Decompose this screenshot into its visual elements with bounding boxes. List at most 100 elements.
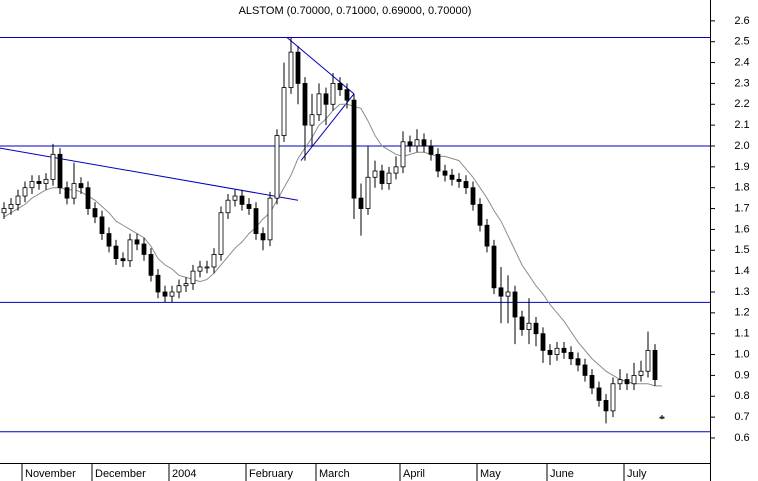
y-tick-label: 2.6 bbox=[734, 15, 749, 27]
candle-body bbox=[358, 197, 364, 209]
candle-body bbox=[344, 89, 350, 101]
candle-body bbox=[176, 285, 182, 293]
candle-body bbox=[302, 83, 308, 126]
candle-body bbox=[652, 349, 658, 380]
candle-body bbox=[78, 183, 84, 189]
y-tick-label: 2.3 bbox=[734, 77, 749, 89]
x-tick-label: May bbox=[480, 468, 501, 480]
x-tick-label: February bbox=[249, 468, 294, 480]
y-tick-label: 2.0 bbox=[734, 140, 749, 152]
candle-body bbox=[148, 254, 154, 276]
candle-body bbox=[589, 375, 595, 389]
candle-body bbox=[225, 199, 231, 214]
candle-body bbox=[610, 383, 616, 412]
candle-body bbox=[309, 114, 315, 126]
candle-body bbox=[526, 322, 532, 330]
candle-body bbox=[50, 153, 56, 180]
candle-body bbox=[400, 141, 406, 168]
candle-body bbox=[491, 245, 497, 289]
y-tick-label: 1.4 bbox=[734, 265, 749, 277]
y-tick-label: 2.1 bbox=[734, 119, 749, 131]
candle-body bbox=[239, 195, 245, 205]
candle-body bbox=[113, 245, 119, 260]
candle-body bbox=[554, 347, 560, 355]
candle-body bbox=[183, 283, 189, 287]
candle-body bbox=[323, 93, 329, 105]
candle-body bbox=[470, 187, 476, 205]
trend-line bbox=[300, 93, 355, 161]
candle-body bbox=[505, 291, 511, 297]
candle-body bbox=[379, 170, 385, 184]
candle-body bbox=[568, 352, 574, 360]
candle-body bbox=[8, 203, 14, 209]
candle-body bbox=[29, 181, 35, 189]
candle-body bbox=[57, 153, 63, 189]
candle-body bbox=[141, 243, 147, 255]
candle-body bbox=[267, 197, 273, 241]
candle-body bbox=[316, 93, 322, 116]
candle-body bbox=[596, 387, 602, 401]
candle-body bbox=[120, 258, 126, 262]
candle-body bbox=[351, 99, 357, 199]
candle-body bbox=[246, 203, 252, 209]
candle-body bbox=[99, 216, 105, 234]
candle-body bbox=[295, 51, 301, 84]
candle-body bbox=[71, 183, 77, 199]
candle-body bbox=[365, 176, 371, 209]
y-tick-label: 0.7 bbox=[734, 411, 749, 423]
x-tick-label: 2004 bbox=[172, 468, 196, 480]
x-tick-label: March bbox=[319, 468, 350, 480]
y-tick-label: 2.5 bbox=[734, 36, 749, 48]
candle-body bbox=[414, 139, 420, 147]
candle-body bbox=[645, 349, 651, 372]
candle-body bbox=[211, 254, 217, 268]
y-tick-label: 1.3 bbox=[734, 286, 749, 298]
candle-body bbox=[232, 195, 238, 201]
y-tick-label: 0.6 bbox=[734, 432, 749, 444]
candle-body bbox=[162, 291, 168, 297]
trend-line bbox=[0, 147, 299, 201]
x-tick-label: June bbox=[550, 468, 574, 480]
y-tick-label: 1.7 bbox=[734, 202, 749, 214]
candle-body bbox=[372, 170, 378, 178]
candle-body bbox=[85, 187, 91, 209]
candle-body bbox=[386, 172, 392, 184]
x-tick-label: December bbox=[95, 468, 146, 480]
candle-body bbox=[197, 266, 203, 272]
y-tick-label: 1.6 bbox=[734, 223, 749, 235]
candle-body bbox=[638, 370, 644, 376]
candle-body bbox=[512, 291, 518, 318]
candle-body bbox=[15, 195, 21, 205]
candle-body bbox=[561, 347, 567, 353]
candle-body bbox=[260, 233, 266, 241]
candle-body bbox=[533, 322, 539, 335]
candle-body bbox=[134, 239, 140, 245]
candle-body bbox=[449, 174, 455, 180]
candle-body bbox=[456, 178, 462, 182]
candle-body bbox=[218, 212, 224, 255]
candle-body bbox=[92, 208, 98, 218]
candle-body bbox=[463, 181, 469, 189]
candle-body bbox=[274, 135, 280, 199]
y-tick-label: 2.2 bbox=[734, 98, 749, 110]
candle-body bbox=[617, 379, 623, 385]
candle-body bbox=[155, 274, 161, 293]
candle-body bbox=[631, 375, 637, 385]
candle-body bbox=[421, 139, 427, 147]
y-tick-label: 0.8 bbox=[734, 390, 749, 402]
candle-body bbox=[540, 333, 546, 351]
x-tick-label: July bbox=[627, 468, 647, 480]
candle-body bbox=[204, 266, 210, 269]
y-tick-label: 1.5 bbox=[734, 244, 749, 256]
chart-title: ALSTOM (0.70000, 0.71000, 0.69000, 0.700… bbox=[239, 5, 472, 17]
candle-body bbox=[64, 187, 70, 199]
candle-body bbox=[281, 87, 287, 136]
candle-body bbox=[407, 141, 413, 147]
x-tick-label: April bbox=[403, 468, 425, 480]
candle-body bbox=[330, 83, 336, 105]
y-tick-label: 0.9 bbox=[734, 369, 749, 381]
candle-body bbox=[106, 233, 112, 247]
candle-body bbox=[127, 239, 133, 262]
